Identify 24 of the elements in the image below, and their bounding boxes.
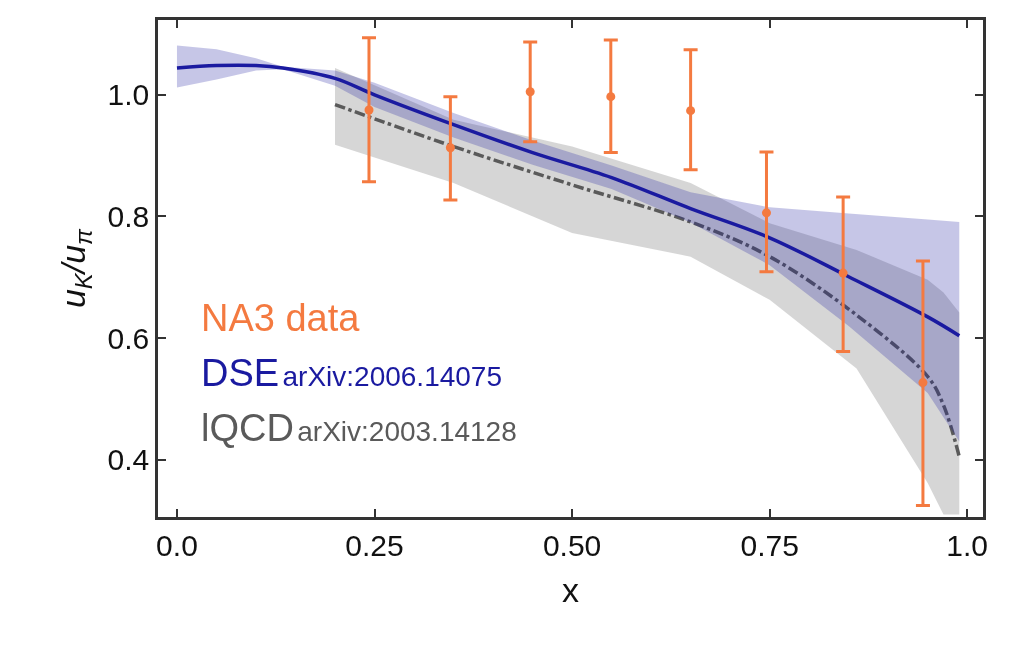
text: DSE	[201, 352, 280, 394]
y-tick-label: 0.4	[107, 443, 150, 477]
x-tick-label: 0.0	[156, 528, 198, 562]
annotation: arXiv:2006.14075	[282, 361, 502, 392]
x-axis-title: x	[562, 571, 579, 610]
y-tick-label: 0.8	[107, 199, 150, 233]
y-tick-label: 1.0	[107, 78, 150, 112]
text: NA3 data	[201, 297, 361, 339]
point	[761, 208, 771, 218]
line-series	[175, 63, 962, 338]
point	[445, 143, 455, 153]
annotation: arXiv:2003.14128	[297, 416, 517, 447]
point	[525, 87, 535, 97]
point	[838, 268, 848, 278]
y-tick-label: 0.6	[107, 321, 150, 355]
point	[364, 105, 374, 115]
point	[918, 378, 928, 388]
x-tick-label: 0.25	[345, 528, 404, 562]
x-tick-label: 0.75	[740, 528, 799, 562]
text: lQCD	[201, 407, 294, 449]
point	[686, 106, 696, 116]
point	[606, 92, 616, 102]
x-tick-label: 1.0	[946, 528, 989, 562]
x-tick-label: 0.50	[542, 528, 602, 562]
